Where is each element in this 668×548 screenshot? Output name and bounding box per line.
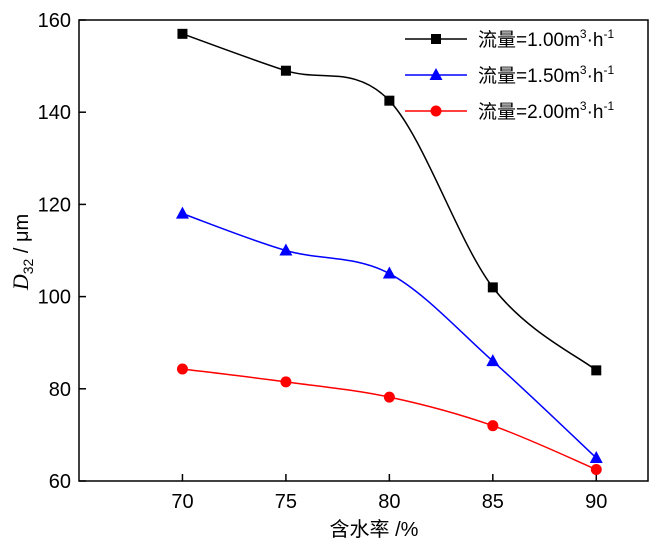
- svg-text:D32 / μm: D32 / μm: [8, 214, 36, 291]
- y-axis-title: D32 / μm: [8, 214, 36, 291]
- data-point: [383, 391, 395, 403]
- y-tick-label: 80: [49, 379, 71, 401]
- x-tick-label: 75: [275, 491, 297, 513]
- y-tick-label: 160: [38, 10, 71, 32]
- data-point: [591, 365, 602, 376]
- x-axis-title: 含水率 /%: [330, 518, 419, 541]
- legend-marker: [430, 105, 442, 117]
- legend-marker: [431, 34, 441, 44]
- plot-frame: [78, 19, 649, 482]
- data-point: [280, 376, 292, 388]
- y-tick-label: 140: [38, 102, 71, 124]
- axis-ticks: 70 75 80 85 90 60 80 100 120 140 160: [38, 10, 608, 513]
- y-axis-unit: / μm: [11, 214, 33, 259]
- data-point: [486, 354, 500, 367]
- legend-marker: [429, 68, 443, 80]
- y-axis-symbol: D: [8, 274, 33, 291]
- data-point: [487, 420, 499, 432]
- data-point: [487, 282, 498, 293]
- series-layer: [175, 28, 603, 475]
- y-axis-subscript: 32: [20, 258, 36, 274]
- data-point: [590, 463, 602, 475]
- data-point: [589, 450, 603, 463]
- series-2: [175, 206, 603, 463]
- data-point: [177, 28, 188, 39]
- data-point: [280, 65, 291, 76]
- x-tick-label: 70: [171, 491, 193, 513]
- data-point: [279, 243, 293, 256]
- data-point: [176, 363, 188, 375]
- data-point: [382, 266, 396, 279]
- legend-label: 流量=1.00m3·h-1: [478, 27, 614, 51]
- x-tick-label: 90: [585, 491, 607, 513]
- series-1: [177, 28, 602, 376]
- data-point: [175, 206, 189, 219]
- legend: 流量=1.00m3·h-1 流量=1.50m3·h-1 流量=2.00m3·h-1: [405, 27, 614, 123]
- legend-item: 流量=1.00m3·h-1: [405, 27, 614, 51]
- x-tick-label: 80: [378, 491, 400, 513]
- data-point: [384, 95, 395, 106]
- y-tick-label: 120: [38, 194, 71, 216]
- legend-item: 流量=2.00m3·h-1: [405, 99, 614, 123]
- y-tick-label: 100: [38, 287, 71, 309]
- x-tick-label: 85: [482, 491, 504, 513]
- legend-label: 流量=2.00m3·h-1: [478, 99, 614, 123]
- legend-label: 流量=1.50m3·h-1: [478, 63, 614, 87]
- series-line: [182, 33, 597, 371]
- legend-item: 流量=1.50m3·h-1: [405, 63, 614, 87]
- y-tick-label: 60: [49, 471, 71, 493]
- series-line: [182, 368, 597, 471]
- series-3: [176, 363, 602, 475]
- series-line: [182, 212, 597, 459]
